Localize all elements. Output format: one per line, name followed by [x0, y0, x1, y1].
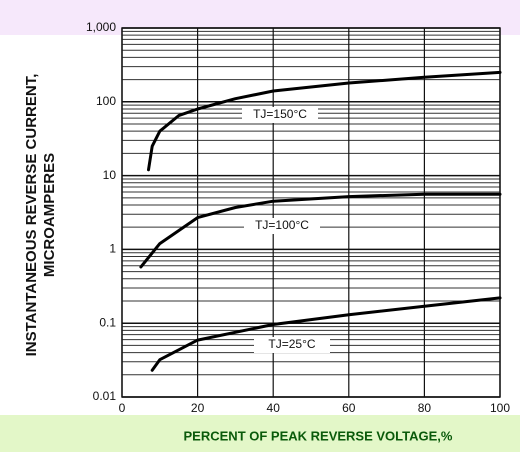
- series-label: TJ=100°C: [255, 218, 309, 232]
- x-tick-label: 0: [119, 401, 126, 415]
- y-tick-label: 0.01: [93, 389, 117, 403]
- series-line: [147, 70, 502, 172]
- y-axis-label: INSTANTANEOUS REVERSE CURRENT,: [23, 74, 40, 357]
- x-axis-label: PERCENT OF PEAK REVERSE VOLTAGE,%: [184, 428, 453, 443]
- y-tick-label: 10: [103, 168, 117, 182]
- series-label: TJ=25°C: [268, 337, 315, 351]
- x-tick-label: 40: [267, 401, 281, 415]
- x-tick-label: 100: [490, 401, 510, 415]
- y-tick-label: 100: [96, 94, 116, 108]
- x-tick-label: 60: [342, 401, 356, 415]
- plot-area: [121, 27, 501, 398]
- y-tick-label: 0.1: [99, 315, 116, 329]
- series-label-bg: [254, 337, 330, 353]
- series-label-bg: [242, 107, 318, 123]
- series-label: TJ=150°C: [253, 107, 307, 121]
- y-tick-label: 1,000: [86, 20, 116, 34]
- y-axis-label: MICROAMPERES: [41, 153, 58, 277]
- series-label-bg: [244, 218, 320, 234]
- series-line: [150, 296, 502, 372]
- x-tick-label: 80: [418, 401, 432, 415]
- bottom-band: [0, 415, 520, 452]
- x-tick-label: 20: [191, 401, 205, 415]
- y-tick-label: 1: [109, 242, 116, 256]
- series-line: [139, 192, 502, 269]
